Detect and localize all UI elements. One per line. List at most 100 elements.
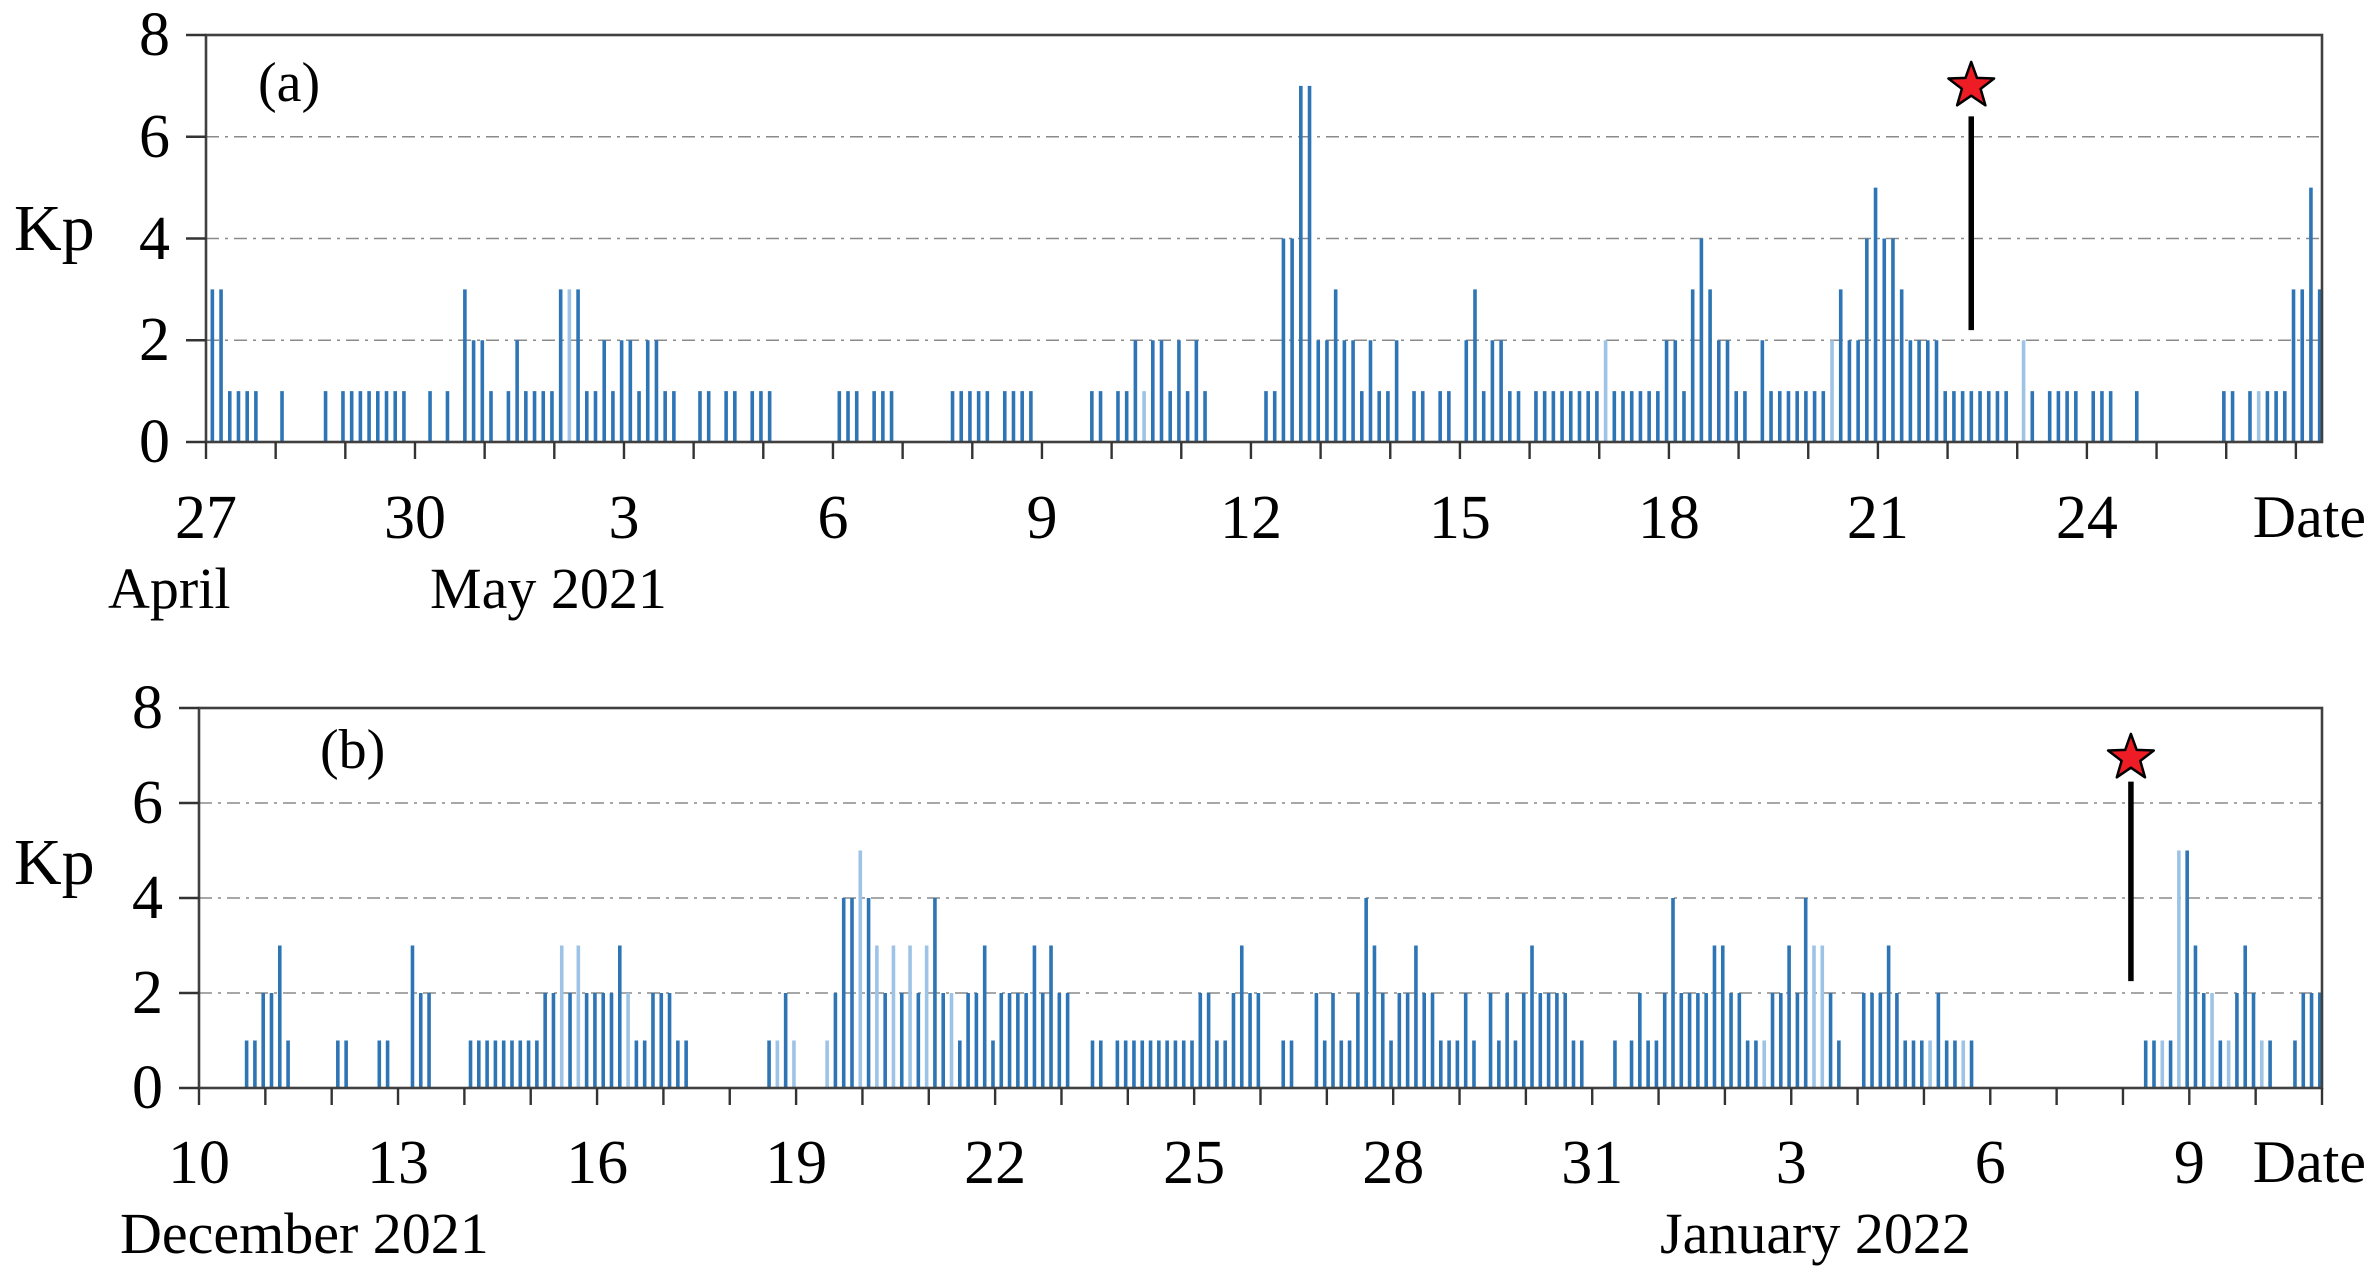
kp-bar: [663, 391, 667, 443]
kp-bar: [924, 945, 929, 1088]
kp-bar: [1516, 391, 1521, 443]
kp-bar: [1673, 340, 1678, 442]
panel-b-xtick-3: 3: [1775, 1129, 1807, 1197]
kp-bar: [1464, 340, 1469, 442]
panel-a-month-label-april: April: [108, 556, 231, 621]
kp-bar: [1770, 993, 1775, 1088]
kp-bar: [1712, 945, 1717, 1088]
kp-bar: [1629, 391, 1634, 443]
kp-bar: [2047, 391, 2052, 443]
panel-a-ytick-2: 2: [139, 306, 170, 375]
panel-b-xtick-9: 9: [2173, 1129, 2205, 1197]
kp-bar: [1173, 1040, 1178, 1088]
kp-bar: [1185, 391, 1190, 443]
kp-bar: [1505, 993, 1509, 1088]
kp-bar: [1754, 1040, 1758, 1088]
kp-bar: [1638, 993, 1642, 1088]
kp-bar: [2318, 993, 2322, 1088]
kp-bar: [837, 391, 842, 443]
kp-bar: [2152, 1040, 2156, 1088]
panel-a-y-axis-title: Kp: [14, 192, 95, 265]
kp-bar: [501, 1040, 506, 1088]
kp-bar: [1865, 238, 1869, 442]
kp-bar: [480, 340, 485, 442]
kp-bar: [2248, 391, 2252, 443]
event-marker-star: [2106, 732, 2156, 779]
kp-bar: [1098, 1040, 1103, 1088]
kp-bar: [617, 945, 622, 1088]
kp-bar: [1745, 1040, 1750, 1088]
kp-bar: [1389, 1040, 1393, 1088]
kp-bar: [1165, 1040, 1169, 1088]
kp-bar: [584, 993, 589, 1088]
kp-bar: [323, 391, 328, 443]
kp-bar: [908, 945, 912, 1088]
kp-bar: [959, 391, 964, 443]
kp-bar: [1181, 1040, 1186, 1088]
kp-bar: [659, 993, 664, 1088]
kp-bar: [985, 391, 990, 443]
kp-bar: [1662, 993, 1667, 1088]
kp-bar: [1223, 1040, 1227, 1088]
kp-bar: [1333, 289, 1338, 443]
kp-bar: [1708, 289, 1712, 443]
kp-bar: [1032, 945, 1037, 1088]
kp-bar: [1412, 391, 1416, 443]
kp-bar: [485, 1040, 489, 1088]
kp-bar: [402, 391, 406, 443]
kp-bar: [558, 289, 563, 443]
kp-bar: [1654, 1040, 1659, 1088]
kp-bar: [510, 1040, 514, 1088]
kp-bar: [1248, 993, 1252, 1088]
kp-bar: [1405, 993, 1410, 1088]
kp-bar: [349, 391, 354, 443]
kp-bar: [2218, 1040, 2223, 1088]
kp-bar: [1586, 391, 1590, 443]
kp-bar: [1803, 898, 1808, 1088]
kp-bar: [1656, 391, 1660, 443]
kp-bar: [1497, 1040, 1501, 1088]
panel-b-date-axis-label: Date: [2252, 1129, 2366, 1195]
panel-a-xtick-18: 18: [1637, 484, 1700, 552]
kp-bar: [976, 391, 981, 443]
kp-bar: [489, 391, 493, 443]
kp-bar: [1151, 340, 1155, 442]
kp-bar: [2301, 993, 2306, 1088]
kp-bar: [1551, 391, 1556, 443]
panel-a-ytick-6: 6: [139, 102, 170, 171]
kp-bar: [1488, 993, 1493, 1088]
kp-bar: [2283, 391, 2287, 443]
kp-bar: [1322, 1040, 1327, 1088]
kp-bar: [609, 993, 614, 1088]
kp-bar: [645, 340, 650, 442]
kp-bar: [1157, 1040, 1161, 1088]
kp-bar: [1568, 391, 1573, 443]
kp-bar: [1847, 340, 1852, 442]
kp-bar: [1943, 391, 1948, 443]
kp-bar: [2309, 993, 2314, 1088]
kp-bar: [706, 391, 711, 443]
kp-bar: [883, 993, 887, 1088]
kp-bar: [1944, 1040, 1949, 1088]
kp-bar: [1029, 391, 1033, 443]
kp-bar: [1886, 945, 1891, 1088]
kp-bar: [1490, 340, 1495, 442]
kp-bar: [1870, 993, 1874, 1088]
kp-bar: [684, 1040, 688, 1088]
kp-bar: [881, 391, 885, 443]
kp-bar: [1342, 340, 1347, 442]
kp-bar: [385, 1040, 390, 1088]
kp-bar: [1016, 993, 1020, 1088]
kp-bar: [219, 289, 223, 443]
kp-bar: [1804, 391, 1808, 443]
kp-bar: [1159, 340, 1164, 442]
kp-bar: [1911, 1040, 1916, 1088]
kp-bar: [651, 993, 655, 1088]
kp-bar: [825, 1040, 829, 1088]
kp-bar: [1098, 391, 1103, 443]
kp-bar: [1011, 391, 1016, 443]
kp-bar: [1331, 993, 1335, 1088]
kp-bar: [532, 391, 537, 443]
kp-bar: [2256, 391, 2261, 443]
kp-bar: [1928, 1040, 1932, 1088]
